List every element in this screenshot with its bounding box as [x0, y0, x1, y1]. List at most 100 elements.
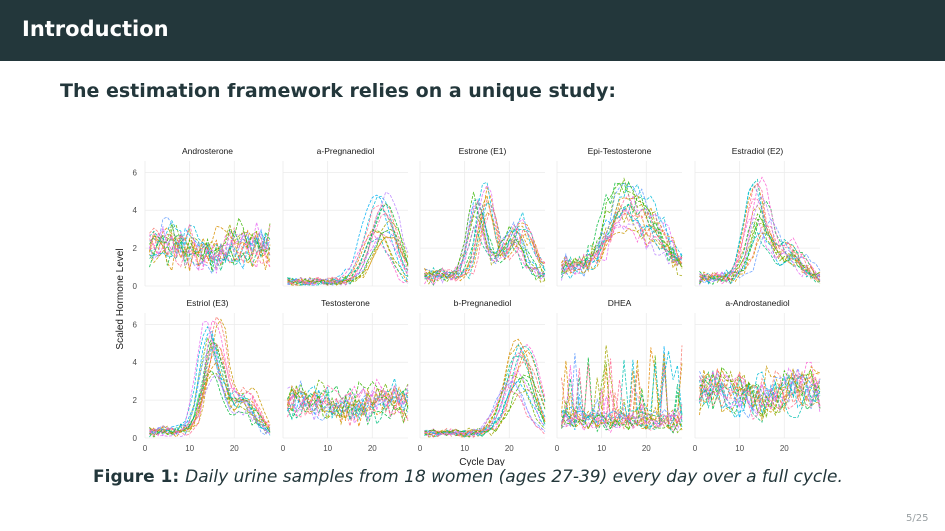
- panel-title: Epi-Testosterone: [588, 146, 652, 156]
- series-line-subject-15: [424, 199, 546, 279]
- series-line-subject-18: [561, 181, 683, 273]
- series-line-subject-18: [561, 388, 683, 434]
- series-line-subject-1: [699, 226, 821, 284]
- hormone-faceted-line-chart: Androsterone 0 2 4 6 a-Pregnanediol Estrone (E…: [108, 131, 830, 468]
- series-line-subject-14: [561, 225, 683, 275]
- y-tick-label: 4: [133, 358, 138, 367]
- series-line-subject-5: [287, 229, 409, 286]
- series-line-subject-8: [424, 201, 546, 280]
- x-tick-label: 0: [693, 444, 698, 453]
- series-line-subject-7: [424, 226, 546, 280]
- x-tick-label: 0: [143, 444, 148, 453]
- caption-label: Figure 1:: [93, 467, 180, 487]
- series-line-subject-5: [424, 200, 546, 283]
- series-line-subject-10: [561, 346, 683, 434]
- panel-title: b-Pregnanediol: [454, 298, 512, 308]
- x-axis-label: Cycle Day: [459, 457, 505, 466]
- series-line-subject-13: [287, 383, 409, 425]
- series-line-subject-5: [699, 213, 821, 284]
- series-line-subject-18: [287, 381, 409, 424]
- series-line-subject-17: [561, 352, 683, 431]
- x-tick-label: 0: [418, 444, 423, 453]
- x-tick-label: 20: [642, 444, 651, 453]
- series-line-subject-8: [424, 345, 546, 438]
- series-line-subject-18: [424, 374, 546, 438]
- series-line-subject-6: [149, 231, 271, 272]
- panel-title: DHEA: [608, 298, 632, 308]
- panel-title: a-Pregnanediol: [317, 146, 375, 156]
- series-line-subject-11: [561, 353, 683, 428]
- series-line-subject-13: [424, 370, 546, 437]
- series-line-subject-18: [149, 341, 271, 438]
- series-line-subject-8: [561, 359, 683, 428]
- x-tick-label: 0: [555, 444, 560, 453]
- series-line-subject-15: [561, 194, 683, 273]
- series-line-subject-5: [561, 177, 683, 274]
- series-line-subject-14: [699, 176, 821, 285]
- series-line-subject-4: [287, 218, 409, 286]
- series-line-subject-4: [287, 388, 409, 421]
- panel-a-pregnanediol: [283, 161, 408, 286]
- series-line-subject-15: [287, 384, 409, 421]
- panel-androsterone: [145, 161, 270, 286]
- series-line-subject-9: [561, 182, 683, 280]
- series-line-subject-6: [561, 182, 683, 272]
- series-line-subject-11: [287, 230, 409, 286]
- series-line-subject-4: [424, 214, 546, 285]
- y-tick-label: 0: [133, 282, 138, 291]
- panel-title: Testosterone: [321, 298, 370, 308]
- series-line-subject-16: [699, 374, 821, 410]
- panel-title: Estriol (E3): [186, 298, 228, 308]
- slide-title: Introduction: [22, 17, 169, 41]
- series-line-subject-17: [424, 338, 546, 437]
- series-line-subject-13: [149, 320, 271, 437]
- series-line-subject-11: [699, 367, 821, 419]
- series-line-subject-3: [561, 226, 683, 271]
- series-line-subject-5: [561, 355, 683, 434]
- series-line-subject-1: [424, 198, 546, 281]
- series-line-subject-17: [699, 232, 821, 283]
- series-line-subject-3: [424, 194, 546, 280]
- series-line-subject-4: [699, 222, 821, 284]
- series-line-subject-12: [424, 379, 546, 437]
- series-line-subject-4: [561, 345, 683, 427]
- x-tick-label: 20: [230, 444, 239, 453]
- figure-caption: Figure 1: Daily urine samples from 18 wom…: [93, 467, 843, 487]
- series-line-subject-9: [424, 181, 546, 279]
- caption-text: Daily urine samples from 18 women (ages …: [185, 467, 843, 487]
- y-tick-label: 0: [133, 434, 138, 443]
- page-number: 5/25: [906, 513, 929, 524]
- series-line-subject-10: [424, 379, 546, 438]
- x-tick-label: 10: [185, 444, 194, 453]
- series-line-subject-12: [561, 221, 683, 281]
- series-line-subject-7: [699, 221, 821, 283]
- y-tick-label: 6: [133, 168, 138, 177]
- hormone-figure: Androsterone 0 2 4 6 a-Pregnanediol Estrone (E…: [108, 131, 830, 468]
- panel-estrone-e1-: [420, 161, 545, 286]
- x-tick-label: 0: [281, 444, 286, 453]
- series-line-subject-17: [287, 236, 409, 286]
- series-line-subject-17: [699, 365, 821, 422]
- series-line-subject-9: [699, 371, 821, 419]
- series-line-subject-14: [699, 361, 821, 411]
- series-line-subject-9: [287, 195, 409, 286]
- panel-title: Estradiol (E2): [732, 146, 784, 156]
- panel-title: Estrone (E1): [459, 146, 507, 156]
- series-line-subject-8: [699, 377, 821, 419]
- series-line-subject-16: [287, 387, 409, 427]
- series-line-subject-14: [287, 231, 409, 285]
- x-tick-label: 10: [735, 444, 744, 453]
- series-line-subject-17: [149, 225, 271, 272]
- panel-title: a-Androstanediol: [725, 298, 789, 308]
- series-line-subject-17: [424, 211, 546, 282]
- panel-title: Androsterone: [182, 146, 233, 156]
- x-tick-label: 20: [505, 444, 514, 453]
- x-tick-label: 10: [597, 444, 606, 453]
- series-line-subject-10: [561, 206, 683, 271]
- series-line-subject-12: [699, 374, 821, 416]
- series-line-subject-6: [287, 384, 409, 426]
- series-line-subject-14: [149, 320, 271, 436]
- series-line-subject-17: [561, 194, 683, 275]
- series-line-subject-11: [699, 218, 821, 284]
- slide-subtitle: The estimation framework relies on a uni…: [60, 80, 616, 102]
